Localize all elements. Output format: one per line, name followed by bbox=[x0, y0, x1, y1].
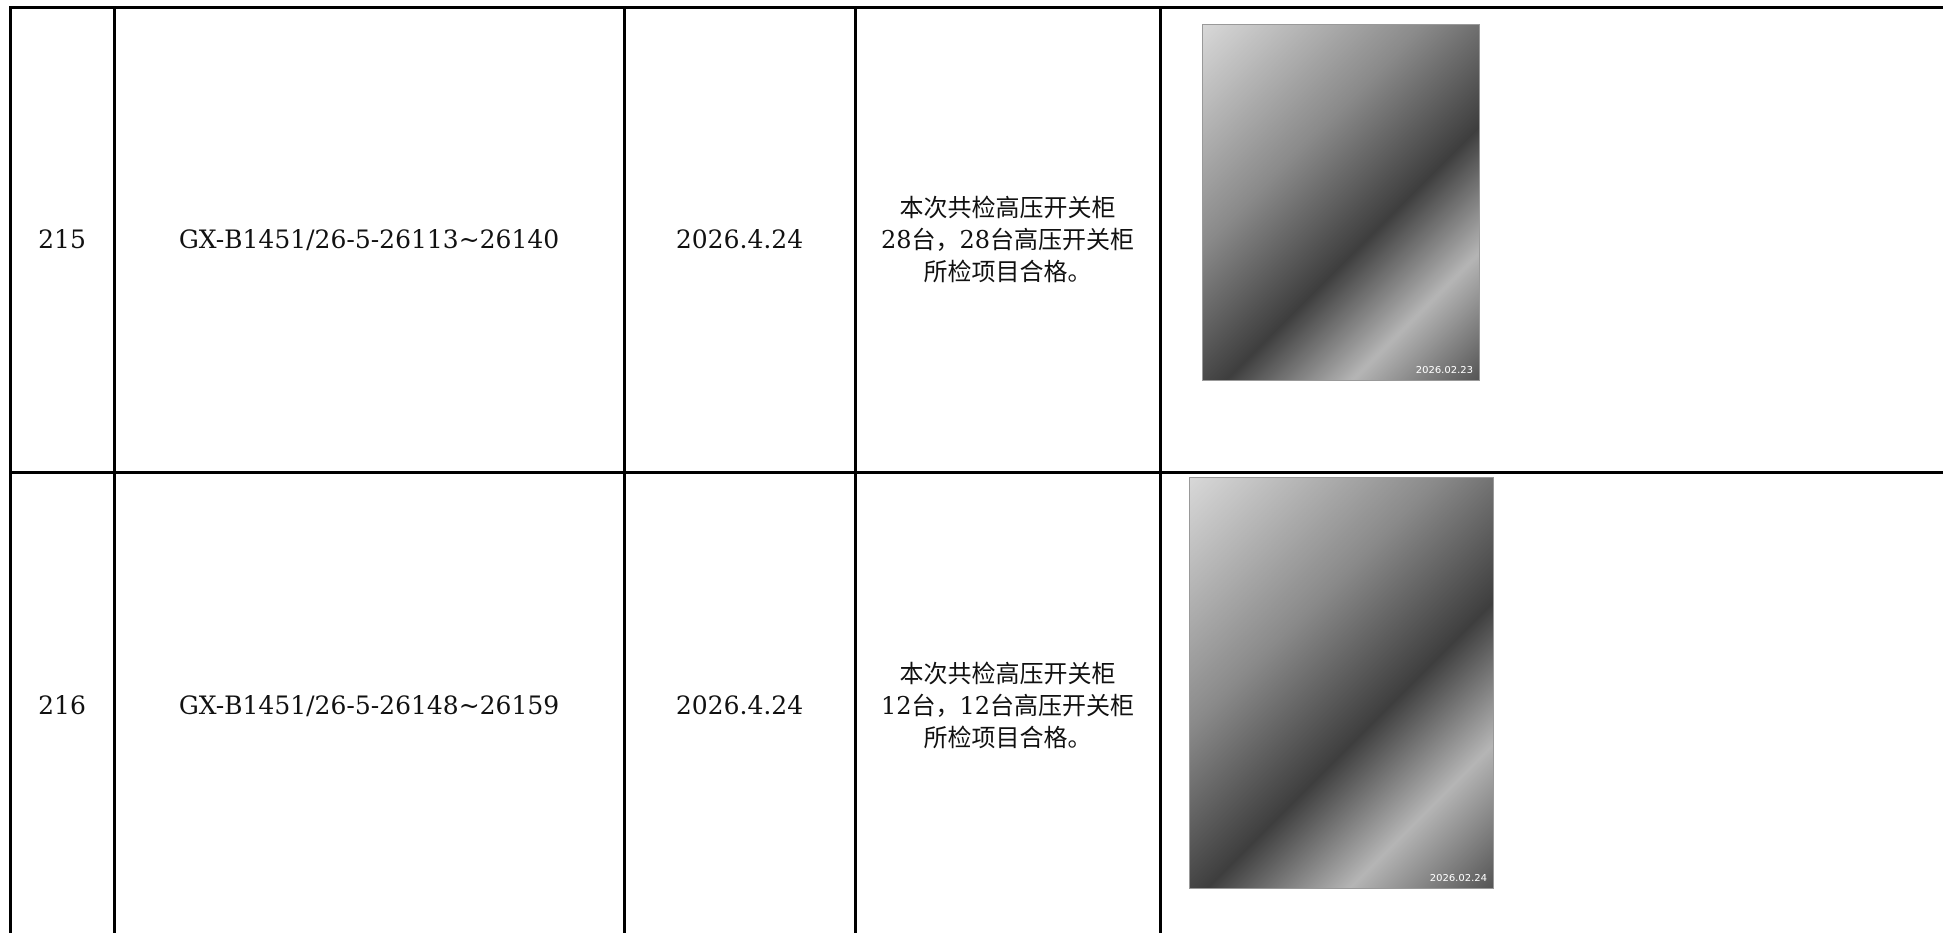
photo-date-stamp: 2026.02.24 bbox=[1429, 873, 1487, 884]
site-photo: 2026.02.23 bbox=[1202, 24, 1480, 381]
inspection-result: 本次共检高压开关柜 28台，28台高压开关柜 所检项目合格。 bbox=[855, 7, 1160, 472]
row-number: 215 bbox=[38, 224, 86, 254]
result-line: 所检项目合格。 bbox=[923, 724, 1092, 752]
inspection-result: 本次共检高压开关柜 12台，12台高压开关柜 所检项目合格。 bbox=[855, 472, 1160, 940]
result-line: 所检项目合格。 bbox=[923, 257, 1092, 286]
row-border bbox=[10, 471, 1943, 474]
column-border bbox=[9, 6, 12, 933]
serial-code: GX-B1451/26-5-26113~26140 bbox=[178, 224, 560, 254]
row-number: 216 bbox=[38, 691, 86, 720]
inspection-date: 2026.4.24 bbox=[675, 691, 804, 720]
column-border bbox=[113, 6, 116, 933]
result-line: 本次共检高压开关柜 bbox=[899, 193, 1116, 222]
photo-date-stamp: 2026.02.23 bbox=[1415, 365, 1473, 376]
site-photo: 2026.02.24 bbox=[1189, 477, 1494, 889]
row-border bbox=[10, 6, 1943, 9]
column-border bbox=[1159, 6, 1162, 933]
column-border bbox=[623, 6, 626, 933]
result-line: 28台，28台高压开关柜 bbox=[880, 225, 1135, 254]
column-border bbox=[854, 6, 857, 933]
serial-code: GX-B1451/26-5-26148~26159 bbox=[178, 691, 560, 720]
result-line: 12台，12台高压开关柜 bbox=[880, 692, 1135, 720]
inspection-date: 2026.4.24 bbox=[675, 224, 804, 254]
result-line: 本次共检高压开关柜 bbox=[899, 660, 1116, 688]
